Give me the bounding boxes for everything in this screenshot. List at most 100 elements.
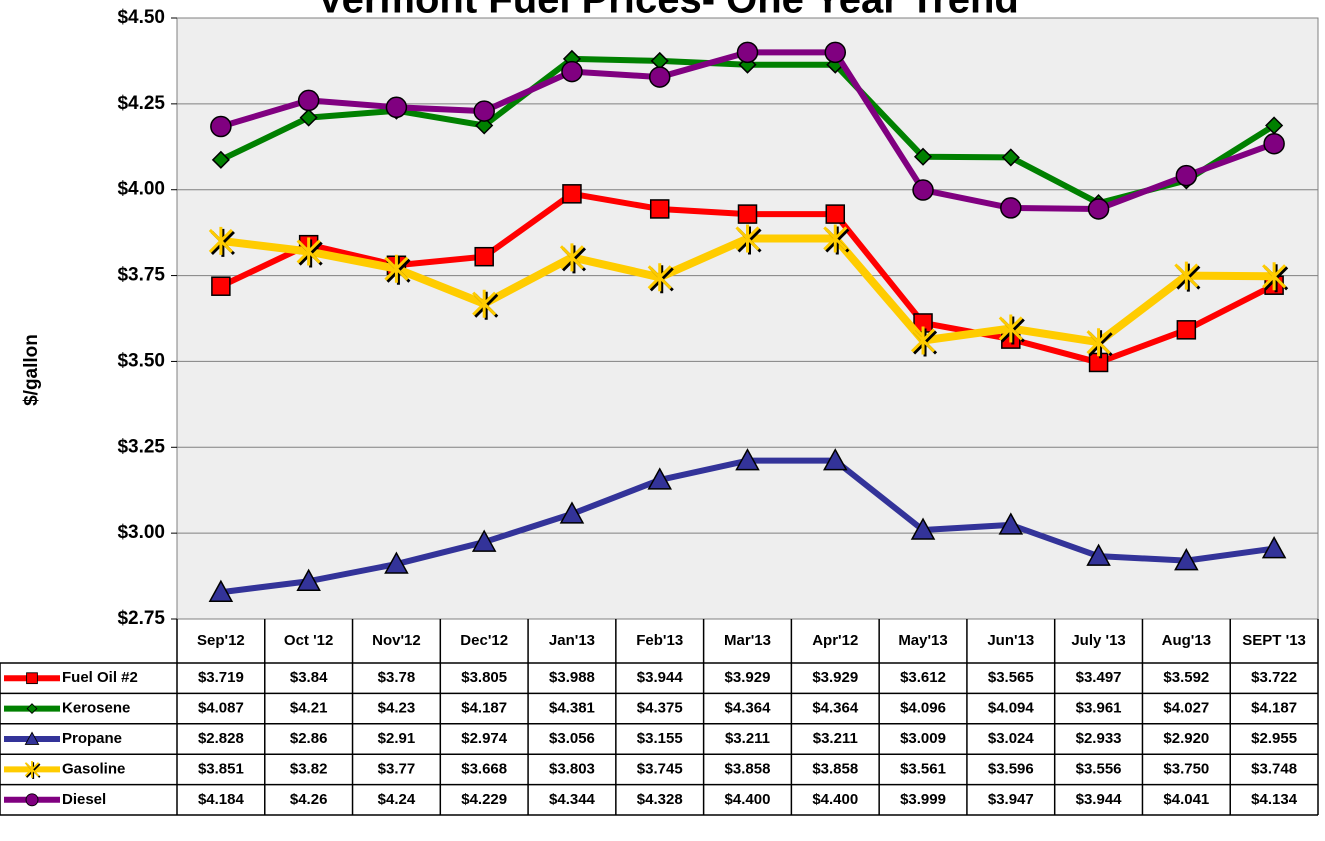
marker — [736, 41, 759, 64]
data-label: $3.719 — [198, 669, 244, 686]
marker — [1086, 543, 1111, 566]
data-label: $4.187 — [461, 700, 507, 717]
marker — [24, 731, 40, 745]
legend-label: Gasoline — [62, 760, 125, 777]
data-label: $4.027 — [1163, 700, 1209, 717]
data-label: $3.009 — [900, 730, 946, 747]
marker — [910, 517, 936, 540]
data-label: $4.400 — [725, 791, 771, 808]
data-label: $2.955 — [1251, 730, 1297, 747]
data-label: $2.86 — [290, 730, 328, 747]
marker-star — [296, 237, 321, 266]
y-tick-label: $4.25 — [117, 93, 165, 114]
legend-marker — [24, 760, 41, 779]
marker — [211, 150, 230, 169]
y-axis-label: $/gallon — [21, 334, 42, 406]
data-label: $3.155 — [637, 730, 683, 747]
marker — [208, 226, 235, 257]
marker — [384, 254, 411, 285]
data-label: $3.858 — [725, 760, 771, 777]
marker — [648, 66, 671, 88]
data-label: $2.828 — [198, 730, 244, 747]
data-label: $2.91 — [378, 730, 416, 747]
data-label: $3.211 — [725, 730, 770, 747]
y-tick-label: $3.25 — [117, 436, 165, 457]
data-label: $3.851 — [198, 760, 244, 777]
marker — [1174, 548, 1199, 571]
marker-star — [823, 224, 848, 253]
marker — [737, 204, 758, 224]
marker-star — [735, 224, 760, 253]
x-tick-label: Sep'12 — [197, 632, 245, 649]
marker-star — [1086, 328, 1111, 357]
marker-star — [559, 243, 585, 272]
x-tick-label: Jan'13 — [549, 632, 595, 649]
marker — [299, 108, 318, 127]
legend-label: Diesel — [62, 791, 106, 808]
data-label: $4.364 — [725, 700, 772, 717]
data-label: $4.096 — [900, 700, 946, 717]
marker-star — [384, 254, 409, 283]
legend-label: Fuel Oil #2 — [62, 669, 138, 686]
legend-marker — [25, 793, 39, 807]
x-tick-label: Aug'13 — [1162, 632, 1211, 649]
marker — [472, 289, 499, 320]
data-label: $3.929 — [725, 669, 771, 686]
marker-star — [647, 263, 672, 292]
data-label: $4.344 — [549, 791, 596, 808]
marker — [1000, 197, 1022, 219]
data-label: $4.184 — [198, 791, 245, 808]
marker-star — [208, 226, 233, 255]
marker — [998, 512, 1024, 535]
x-tick-label: May'13 — [898, 632, 947, 649]
data-label: $4.364 — [812, 700, 859, 717]
marker — [385, 96, 408, 119]
data-label: $4.094 — [988, 700, 1035, 717]
legend-marker — [24, 731, 40, 745]
marker — [559, 243, 587, 274]
marker — [823, 224, 850, 255]
data-label: $4.381 — [549, 700, 595, 717]
marker — [647, 263, 674, 294]
data-label: $4.400 — [812, 791, 858, 808]
data-label: $4.26 — [290, 791, 328, 808]
x-tick-label: Nov'12 — [372, 632, 421, 649]
marker — [208, 579, 234, 602]
data-label: $3.745 — [637, 760, 683, 777]
marker — [211, 276, 231, 296]
marker — [1263, 132, 1285, 155]
data-label: $3.805 — [461, 669, 507, 686]
data-label: $3.556 — [1076, 760, 1122, 777]
marker — [26, 703, 38, 715]
data-label: $3.84 — [290, 669, 328, 686]
marker — [1087, 198, 1110, 220]
data-label: $3.612 — [900, 669, 946, 686]
marker — [559, 501, 585, 524]
marker-star — [472, 289, 497, 318]
data-label: $3.024 — [988, 730, 1035, 747]
data-label: $3.78 — [378, 669, 416, 686]
marker — [1261, 536, 1287, 559]
marker — [471, 529, 497, 552]
data-label: $4.23 — [378, 700, 416, 717]
marker — [1086, 328, 1113, 359]
data-label: $3.561 — [900, 760, 946, 777]
x-tick-label: SEPT '13 — [1242, 632, 1306, 649]
y-tick-label: $3.50 — [117, 350, 165, 371]
marker — [998, 314, 1025, 345]
data-label: $4.229 — [461, 791, 507, 808]
marker — [823, 448, 848, 471]
x-tick-label: Jun'13 — [987, 632, 1034, 649]
legend-label: Propane — [62, 730, 122, 747]
marker — [913, 147, 933, 166]
data-label: $3.988 — [549, 669, 595, 686]
marker-star — [998, 314, 1023, 343]
marker — [912, 179, 934, 201]
marker — [561, 60, 583, 83]
marker — [1175, 164, 1198, 187]
data-label: $2.920 — [1163, 730, 1209, 747]
data-label: $3.748 — [1251, 760, 1297, 777]
data-label: $4.187 — [1251, 700, 1297, 717]
marker — [649, 199, 670, 219]
x-tick-label: July '13 — [1071, 632, 1125, 649]
